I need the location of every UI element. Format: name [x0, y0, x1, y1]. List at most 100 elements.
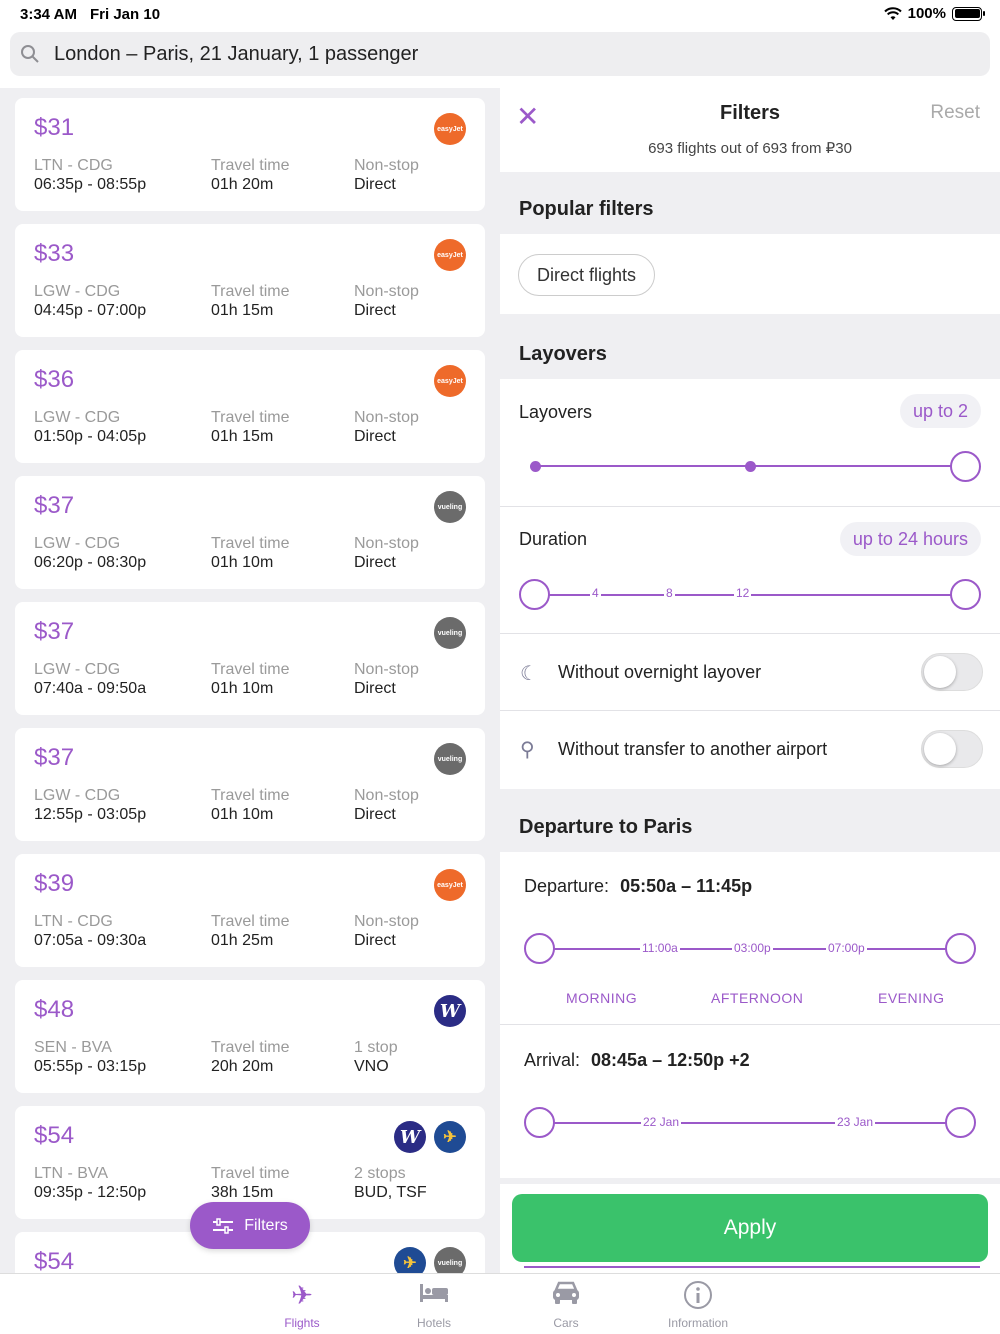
divider: [500, 506, 1000, 507]
departure-value: 05:50a – 11:45p: [620, 876, 753, 896]
flight-via: Direct: [354, 554, 396, 571]
flight-stops-col: Non-stop Direct: [354, 534, 419, 572]
airport-transfer-toggle[interactable]: [921, 730, 983, 768]
flight-card[interactable]: $37 vueling LGW - CDG 06:20p - 08:30p Tra…: [15, 476, 485, 589]
evening-label[interactable]: EVENING: [878, 990, 945, 1006]
flight-route-col: LGW - CDG 04:45p - 07:00p: [34, 282, 146, 320]
flight-card[interactable]: $37 vueling LGW - CDG 12:55p - 03:05p Tra…: [15, 728, 485, 841]
flight-route-col: LGW - CDG 06:20p - 08:30p: [34, 534, 146, 572]
flight-card[interactable]: $37 vueling LGW - CDG 07:40a - 09:50a Tra…: [15, 602, 485, 715]
layovers-stop-1: [745, 461, 756, 472]
flight-stops-col: Non-stop Direct: [354, 912, 419, 950]
duration-max-handle[interactable]: [950, 579, 981, 610]
airline-logos: vueling: [434, 617, 466, 649]
flight-via: BUD, TSF: [354, 1184, 427, 1201]
flight-stops-col: Non-stop Direct: [354, 786, 419, 824]
direct-flights-chip[interactable]: Direct flights: [518, 254, 656, 296]
departure-section: Departure: 05:50a – 11:45p 11:00a 03:00p…: [500, 852, 1000, 1178]
flight-duration: 38h 15m: [211, 1184, 274, 1201]
departure-section-title: Departure to Paris: [519, 816, 693, 838]
filters-button[interactable]: Filters: [190, 1202, 310, 1249]
flight-route: LGW - CDG: [34, 535, 121, 552]
travel-time-label: Travel time: [211, 157, 290, 174]
tab-hotels[interactable]: Hotels: [374, 1274, 494, 1330]
status-time: 3:34 AM: [20, 6, 77, 23]
departure-min-handle[interactable]: [524, 933, 555, 964]
moon-icon: ☾: [520, 663, 538, 685]
flight-route: LTN - CDG: [34, 913, 113, 930]
travel-time-label: Travel time: [211, 661, 290, 678]
flight-stops: 2 stops: [354, 1165, 406, 1182]
tab-label: Cars: [553, 1316, 579, 1330]
morning-label[interactable]: MORNING: [566, 990, 638, 1006]
flight-via: Direct: [354, 932, 396, 949]
apply-button[interactable]: Apply: [512, 1194, 988, 1262]
status-right: 100%: [883, 5, 985, 22]
flight-times: 06:35p - 08:55p: [34, 176, 147, 193]
flight-stops: Non-stop: [354, 157, 419, 174]
easyjet-logo-icon: easyJet: [434, 239, 466, 271]
flight-route: LTN - BVA: [34, 1165, 109, 1182]
ryanair-logo-icon: ✈: [394, 1247, 426, 1274]
airline-logos: W: [434, 995, 466, 1027]
airline-logos: easyJet: [434, 869, 466, 901]
airline-logos: W ✈: [394, 1121, 466, 1153]
arrival-time-row: Arrival: 08:45a – 12:50p +2: [524, 1050, 750, 1071]
plane-icon: ✈: [291, 1280, 313, 1310]
tab-information[interactable]: Information: [638, 1274, 758, 1330]
flight-price: $31: [34, 114, 75, 141]
departure-max-handle[interactable]: [945, 933, 976, 964]
flight-route-col: LGW - CDG 12:55p - 03:05p: [34, 786, 146, 824]
wizz-logo-icon: W: [434, 995, 466, 1027]
layovers-slider-handle[interactable]: [950, 451, 981, 482]
airline-logos: easyJet: [434, 239, 466, 271]
close-icon[interactable]: ✕: [516, 101, 540, 132]
filters-title: Filters: [719, 102, 781, 124]
flight-price: $54: [34, 1122, 75, 1149]
status-date: Fri Jan 10: [90, 6, 161, 23]
flight-results-list[interactable]: $31 easyJet LTN - CDG 06:35p - 08:55p Tra…: [0, 88, 500, 1274]
arrival-min-handle[interactable]: [524, 1107, 555, 1138]
flight-card[interactable]: $36 easyJet LGW - CDG 01:50p - 04:05p Tra…: [15, 350, 485, 463]
overnight-layover-label: Without overnight layover: [558, 662, 762, 682]
arrival-slider-track[interactable]: [540, 1122, 960, 1124]
tab-cars[interactable]: Cars: [506, 1274, 626, 1330]
flight-card[interactable]: $33 easyJet LGW - CDG 04:45p - 07:00p Tra…: [15, 224, 485, 337]
flight-duration: 01h 10m: [211, 554, 274, 571]
flight-via: Direct: [354, 428, 396, 445]
flight-duration-col: Travel time 38h 15m: [211, 1164, 290, 1202]
arrival-tick: 22 Jan: [641, 1115, 682, 1129]
flight-stops: Non-stop: [354, 661, 419, 678]
reset-button[interactable]: Reset: [930, 102, 980, 123]
departure-tick: 03:00p: [732, 941, 773, 955]
flight-stops-col: Non-stop Direct: [354, 282, 419, 320]
airline-logos: easyJet: [434, 365, 466, 397]
flight-route-col: SEN - BVA 05:55p - 03:15p: [34, 1038, 146, 1076]
flight-stops: Non-stop: [354, 787, 419, 804]
afternoon-label[interactable]: AFTERNOON: [711, 990, 804, 1006]
flight-stops: 1 stop: [354, 1039, 398, 1056]
duration-tick: 12: [734, 586, 752, 600]
layovers-stop-0: [530, 461, 541, 472]
flight-card[interactable]: $48 W SEN - BVA 05:55p - 03:15p Travel ti…: [15, 980, 485, 1093]
arrival-max-handle[interactable]: [945, 1107, 976, 1138]
flight-price: $33: [34, 240, 75, 267]
flight-route-col: LTN - BVA 09:35p - 12:50p: [34, 1164, 146, 1202]
flight-stops-col: Non-stop Direct: [354, 156, 419, 194]
flight-duration-col: Travel time 01h 15m: [211, 408, 290, 446]
duration-min-handle[interactable]: [519, 579, 550, 610]
tab-flights[interactable]: ✈ Flights: [242, 1274, 362, 1330]
layovers-label: Layovers: [519, 402, 593, 422]
hidden-slider-track: [524, 1266, 980, 1268]
travel-time-label: Travel time: [211, 535, 290, 552]
travel-time-label: Travel time: [211, 787, 290, 804]
flight-card[interactable]: $31 easyJet LTN - CDG 06:35p - 08:55p Tra…: [15, 98, 485, 211]
departure-tick: 07:00p: [826, 941, 867, 955]
flight-card[interactable]: $54 W ✈ LTN - BVA 09:35p - 12:50p Travel t…: [15, 1106, 485, 1219]
search-bar[interactable]: London – Paris, 21 January, 1 passenger: [10, 32, 990, 76]
tab-label: Hotels: [416, 1316, 451, 1330]
flight-card[interactable]: $39 easyJet LTN - CDG 07:05a - 09:30a Tra…: [15, 854, 485, 967]
duration-tick: 8: [664, 586, 675, 600]
flight-stops: Non-stop: [354, 535, 419, 552]
overnight-layover-toggle[interactable]: [921, 653, 983, 691]
